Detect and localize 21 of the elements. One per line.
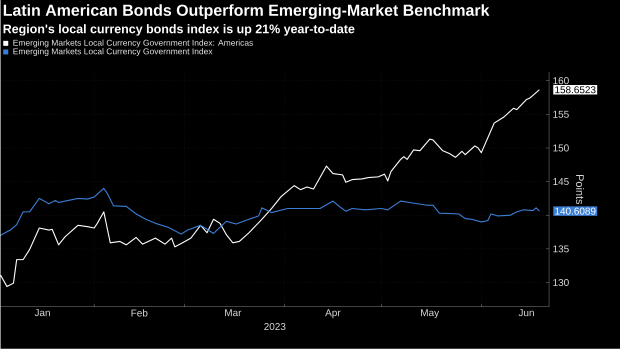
chart-subtitle: Region's local currency bonds index is up 21% year-to-date — [4, 24, 354, 36]
x-tick-label: Apr — [325, 309, 340, 318]
legend-label: Emerging Markets Local Currency Government Index — [13, 48, 212, 56]
y-tick-label: 145 — [553, 178, 569, 186]
y-tick-label: 150 — [553, 144, 569, 152]
x-tick-label: Feb — [132, 309, 148, 317]
x-tick-label: May — [421, 309, 440, 318]
chart-title: Latin American Bonds Outperform Emerging-Market Benchmark — [4, 4, 490, 20]
x-axis-title: 2023 — [264, 323, 286, 330]
y-tick-label: 155 — [553, 110, 569, 118]
y-tick-label: 160 — [553, 77, 569, 84]
legend-label: Emerging Markets Local Currency Government Index: Americas — [13, 40, 253, 48]
annotation: 158.6523 — [555, 86, 596, 94]
y-tick-label: 135 — [553, 246, 569, 253]
y-tick-label: 130 — [553, 279, 569, 286]
x-tick-label: Jan — [34, 309, 50, 316]
x-tick-label: Jun — [518, 309, 534, 316]
y-axis-title: Points — [576, 175, 584, 204]
line-series — [0, 89, 540, 288]
x-tick-label: Mar — [225, 309, 242, 316]
annotation: 140.6089 — [555, 208, 596, 215]
